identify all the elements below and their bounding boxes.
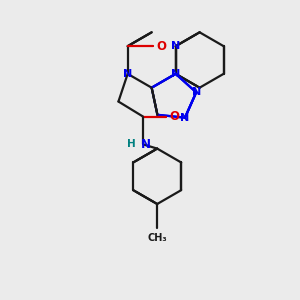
Text: N: N [171, 41, 180, 51]
Text: H: H [128, 140, 136, 149]
Text: N: N [180, 113, 190, 123]
Text: CH₃: CH₃ [147, 233, 167, 243]
Text: N: N [171, 69, 180, 79]
Text: N: N [123, 69, 132, 79]
Text: N: N [192, 87, 201, 98]
Text: O: O [157, 40, 167, 53]
Text: O: O [170, 110, 180, 123]
Text: N: N [141, 138, 151, 151]
